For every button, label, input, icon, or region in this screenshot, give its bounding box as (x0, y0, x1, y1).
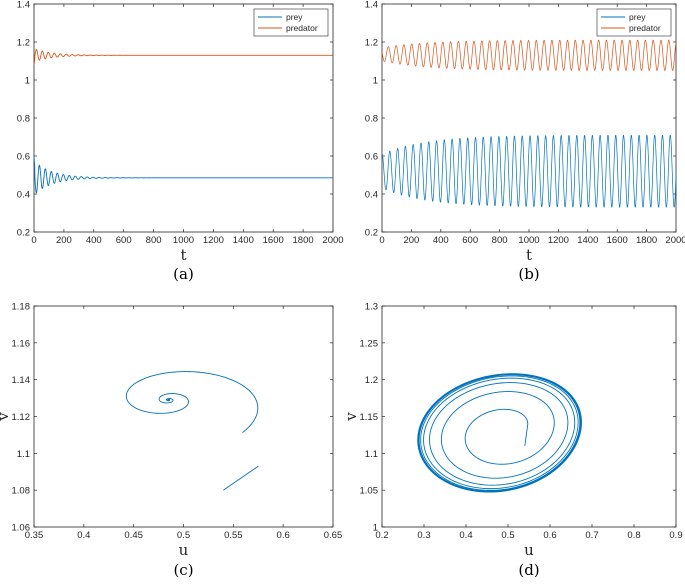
y-tick-label: 1.14 (12, 375, 31, 386)
legend-box (253, 8, 329, 37)
x-tick-label: 0.4 (77, 530, 90, 541)
y-axis-label: v (0, 412, 12, 422)
y-tick-label: 1.2 (17, 38, 30, 49)
y-tick-label: 1.4 (365, 0, 378, 11)
series-predator (381, 39, 677, 71)
series-prey (33, 155, 334, 194)
fixed-point (167, 398, 170, 402)
x-tick-label: 800 (492, 235, 508, 246)
x-tick-label: 1000 (173, 235, 194, 246)
panel-d: 0.2 0.3 0.4 0.5 0.6 0.7 0.8 0.9 1 1.05 1.1 1.15 1.2 1… (342, 302, 683, 580)
y-axis-label: v (342, 412, 360, 422)
x-tick-label: 2000 (322, 235, 343, 246)
x-tick-label: 0.2 (375, 530, 388, 541)
x-tick-label: 1600 (263, 235, 284, 246)
y-tick-label: 1.05 (360, 486, 379, 497)
x-tick-label: 0.35 (25, 530, 44, 541)
x-axis-label: t (526, 246, 532, 264)
y-tick-label: 1.4 (17, 0, 30, 11)
x-tick-label: 1200 (203, 235, 224, 246)
x-tick-label: 1400 (577, 235, 598, 246)
x-axis-label: t (180, 246, 186, 264)
y-tick-label: 1.1 (17, 449, 30, 460)
x-tick-label: 1400 (233, 235, 254, 246)
y-tick-label: 1.2 (365, 375, 378, 386)
y-tick-label: 0.8 (17, 114, 30, 125)
y-tick-label: 1.12 (12, 412, 31, 423)
trajectory-limit-cycle (417, 373, 582, 493)
y-tick-label: 1.15 (360, 412, 379, 423)
y-tick-label: 0.4 (17, 190, 30, 201)
plot-area (33, 305, 334, 528)
panel-a: 0 200 400 600 800 1000 1200 1400 1600 1800 2000 0.2… (17, 0, 344, 283)
series-predator (33, 49, 334, 65)
trajectory-approach (223, 465, 259, 491)
x-tick-label: 0.9 (669, 530, 682, 541)
x-tick-label: 2000 (665, 235, 685, 246)
panel-caption: (d) (518, 561, 539, 579)
x-tick-label: 0.7 (585, 530, 598, 541)
x-tick-label: 0.6 (277, 530, 290, 541)
panel-caption: (b) (518, 265, 539, 283)
x-tick-label: 0.5 (177, 530, 190, 541)
x-tick-label: 600 (462, 235, 478, 246)
legend-entry-prey: prey (286, 12, 303, 22)
y-tick-label: 1.18 (12, 302, 31, 313)
y-tick-label: 0.6 (365, 152, 378, 163)
x-tick-label: 200 (56, 235, 72, 246)
x-tick-label: 600 (116, 235, 132, 246)
x-tick-label: 0.45 (124, 530, 143, 541)
panel-caption: (a) (173, 265, 194, 283)
x-axis-label: u (524, 541, 534, 559)
y-tick-label: 1.2 (365, 38, 378, 49)
series-prey (381, 134, 677, 208)
x-tick-label: 0.8 (627, 530, 640, 541)
x-tick-label: 0.6 (543, 530, 556, 541)
x-tick-label: 400 (86, 235, 102, 246)
y-tick-label: 1 (373, 523, 378, 534)
x-tick-label: 0.65 (324, 530, 343, 541)
x-tick-label: 0.3 (417, 530, 430, 541)
y-tick-label: 1 (25, 76, 30, 87)
y-tick-label: 0.6 (17, 152, 30, 163)
y-tick-label: 1 (373, 76, 378, 87)
plot-area (33, 3, 334, 233)
y-tick-label: 0.2 (365, 228, 378, 239)
x-tick-label: 800 (146, 235, 162, 246)
y-tick-label: 1.16 (12, 338, 31, 349)
y-tick-label: 1.06 (12, 523, 31, 534)
legend-entry-predator: predator (629, 23, 661, 33)
x-tick-label: 1000 (518, 235, 539, 246)
y-tick-label: 1.3 (365, 302, 378, 313)
x-tick-label: 1600 (607, 235, 628, 246)
y-tick-label: 0.4 (365, 190, 378, 201)
y-tick-label: 1.1 (365, 449, 378, 460)
legend-entry-prey: prey (629, 12, 646, 22)
x-tick-label: 1200 (548, 235, 569, 246)
panel-caption: (c) (173, 561, 193, 579)
y-tick-label: 0.2 (17, 228, 30, 239)
x-tick-label: 0 (31, 235, 36, 246)
panel-c: 0.35 0.4 0.45 0.5 0.55 0.6 0.65 1.06 1.08 1.1 1.12… (0, 302, 342, 580)
y-tick-label: 0.8 (365, 114, 378, 125)
y-tick-label: 1.08 (12, 486, 31, 497)
legend-box (596, 8, 672, 37)
x-tick-label: 1800 (636, 235, 657, 246)
y-tick-label: 1.25 (360, 338, 379, 349)
panel-b: 0 200 400 600 800 1000 1200 1400 1600 1800 2000 0.2… (365, 0, 685, 283)
x-tick-label: 0.5 (501, 530, 514, 541)
x-axis-label: u (179, 541, 189, 559)
legend-entry-predator: predator (286, 23, 318, 33)
x-tick-label: 1800 (293, 235, 314, 246)
x-tick-label: 0.55 (224, 530, 243, 541)
x-tick-label: 400 (433, 235, 449, 246)
x-tick-label: 0.4 (459, 530, 472, 541)
plot-area (381, 3, 677, 233)
x-tick-label: 0 (379, 235, 384, 246)
x-tick-label: 200 (403, 235, 419, 246)
